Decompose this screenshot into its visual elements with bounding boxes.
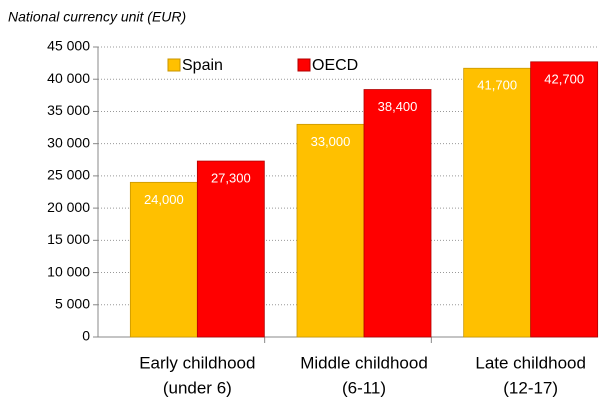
y-tick-label: 45 000 [47,38,90,54]
bar [363,89,432,338]
data-label: 41,700 [477,78,517,93]
legend-label: OECD [312,57,358,74]
y-tick-label: 5 000 [55,295,90,311]
data-label: 27,300 [211,171,251,186]
bar [463,67,532,338]
bar [530,61,599,338]
y-tick-label: 15 000 [47,231,90,247]
y-tick-label: 40 000 [47,70,90,86]
y-tick-label: 0 [82,328,90,344]
y-axis-title: National currency unit (EUR) [8,9,186,25]
legend-swatch [297,58,311,72]
x-tick-label: (under 6) [163,378,232,397]
data-label: 42,700 [544,71,584,86]
y-tick-label: 20 000 [47,199,90,215]
legend-swatch [167,58,181,72]
legend-label: Spain [182,57,223,74]
bar [296,123,365,338]
x-tick-label: Late childhood [475,353,586,372]
y-tick-label: 25 000 [47,167,90,183]
x-tick-label: Early childhood [139,353,255,372]
bar [196,160,265,338]
y-tick-label: 30 000 [47,134,90,150]
y-tick-label: 10 000 [47,263,90,279]
x-tick-label: (12-17) [503,378,558,397]
data-label: 33,000 [311,134,351,149]
bar [129,181,198,338]
data-label: 24,000 [144,192,184,207]
x-tick-label: (6-11) [342,378,386,397]
data-label: 38,400 [378,99,418,114]
y-tick-label: 35 000 [47,102,90,118]
x-tick-label: Middle childhood [300,353,428,372]
